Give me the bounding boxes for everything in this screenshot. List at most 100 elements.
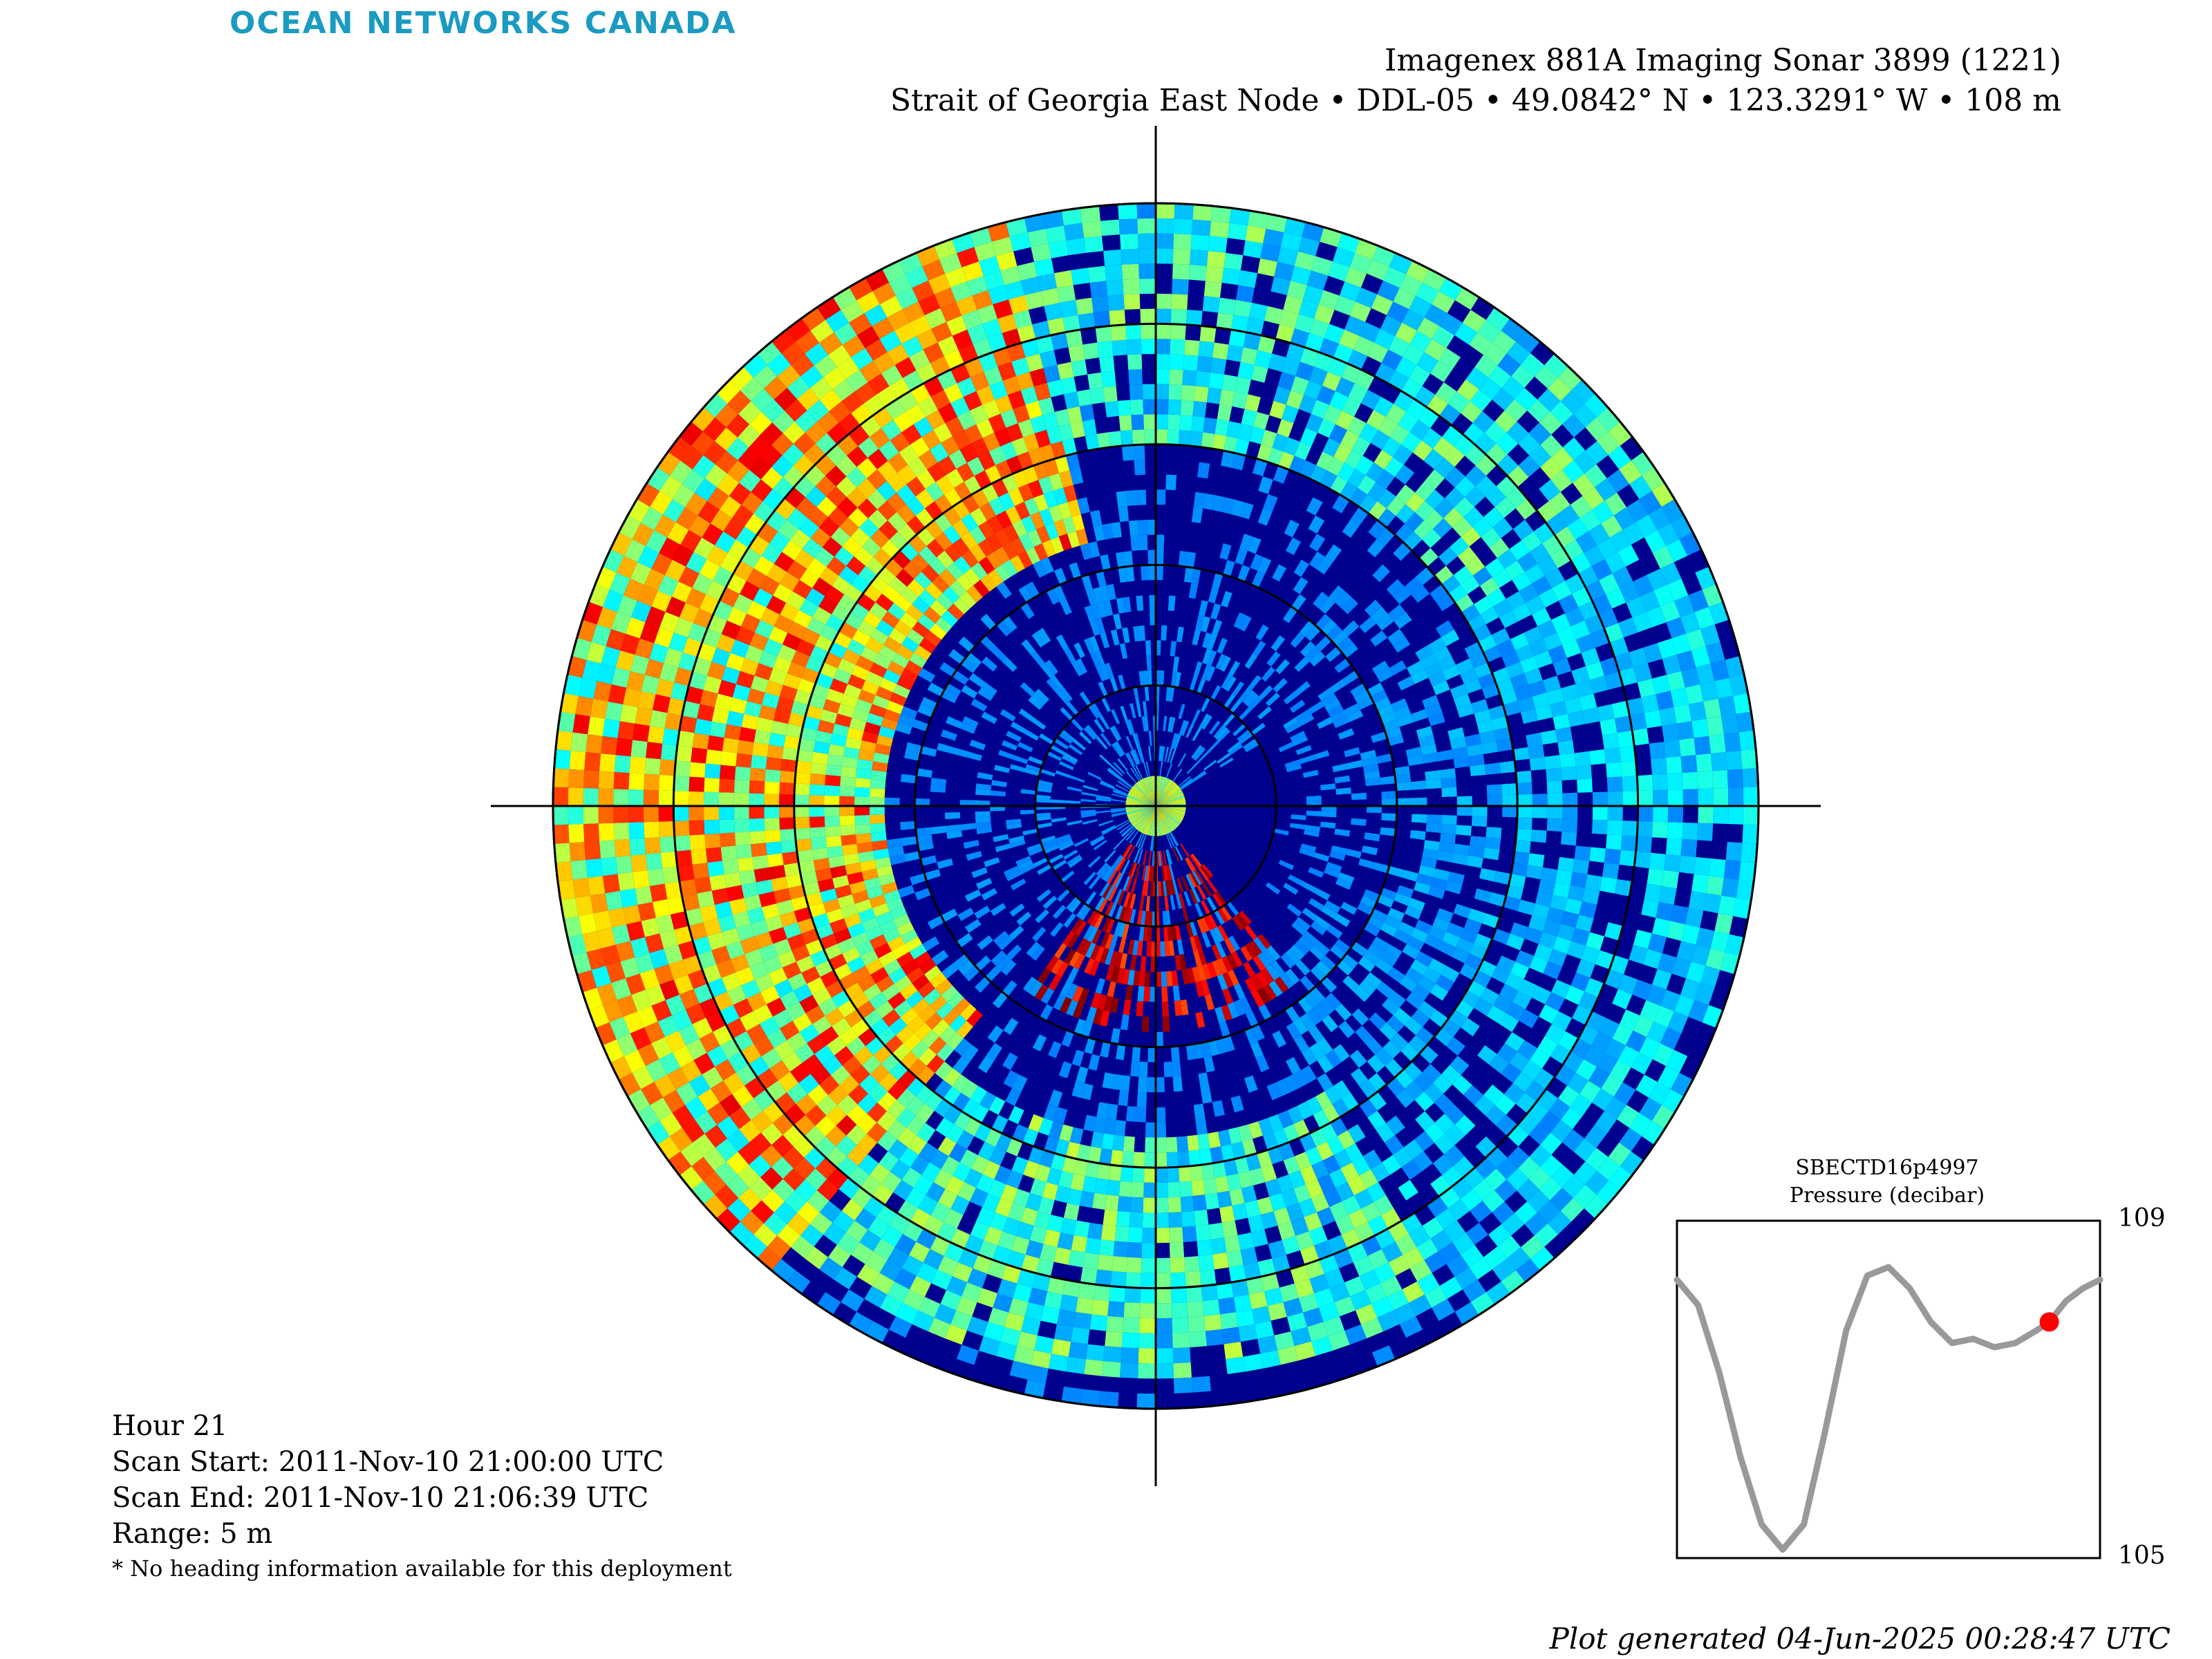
sonar-cell bbox=[787, 1082, 808, 1104]
sonar-cell bbox=[1728, 787, 1744, 806]
sonar-cell bbox=[743, 1234, 767, 1259]
sonar-cell bbox=[1334, 658, 1351, 673]
sonar-cell bbox=[1590, 675, 1609, 694]
sonar-cell bbox=[1435, 1208, 1457, 1230]
sonar-cell bbox=[1300, 641, 1316, 657]
sonar-cell bbox=[1620, 1151, 1644, 1176]
sonar-cell bbox=[1177, 753, 1187, 767]
sonar-cell bbox=[1736, 711, 1754, 733]
sonar-cell bbox=[1361, 845, 1378, 856]
sonar-cell bbox=[1454, 497, 1474, 518]
sonar-cell bbox=[1385, 944, 1403, 959]
sonar-cell bbox=[1313, 1240, 1333, 1260]
sonar-cell bbox=[950, 1310, 973, 1331]
sonar-cell bbox=[1467, 980, 1486, 998]
sonar-cell bbox=[1170, 802, 1186, 805]
sonar-cell bbox=[1423, 840, 1440, 851]
sonar-cell bbox=[1382, 1154, 1402, 1175]
sonar-cell bbox=[1271, 276, 1291, 295]
sonar-cell bbox=[809, 795, 825, 806]
sonar-cell bbox=[1344, 1143, 1363, 1163]
sonar-cell bbox=[850, 1065, 870, 1085]
sonar-cell bbox=[788, 885, 806, 900]
sonar-cell bbox=[1028, 847, 1044, 856]
sonar-cell bbox=[1375, 958, 1393, 975]
sonar-cell bbox=[1226, 953, 1238, 970]
sonar-cell bbox=[1501, 1270, 1526, 1294]
sonar-cell bbox=[749, 1177, 773, 1201]
sonar-cell bbox=[782, 1168, 805, 1191]
sonar-cell bbox=[1506, 421, 1529, 444]
sonar-cell bbox=[827, 1244, 851, 1268]
sonar-cell bbox=[957, 1344, 979, 1365]
sonar-cell bbox=[1156, 806, 1166, 818]
sonar-cell bbox=[1733, 693, 1752, 714]
sonar-cell bbox=[1195, 1224, 1211, 1241]
sonar-cell bbox=[1418, 1000, 1436, 1019]
sonar-cell bbox=[1380, 888, 1397, 901]
sonar-cell bbox=[1140, 956, 1147, 972]
sonar-cell bbox=[1409, 1226, 1431, 1247]
sonar-cell bbox=[1167, 849, 1173, 865]
sonar-cell bbox=[935, 979, 953, 995]
sonar-cell bbox=[639, 968, 660, 990]
sonar-cell bbox=[824, 816, 841, 827]
sonar-cell bbox=[1235, 1156, 1250, 1174]
sonar-cell bbox=[1240, 946, 1253, 962]
sonar-cell bbox=[1713, 806, 1729, 824]
sonar-cell bbox=[1025, 1192, 1042, 1212]
sonar-cell bbox=[1150, 881, 1154, 897]
sonar-cell bbox=[723, 1072, 744, 1094]
sonar-cell bbox=[1164, 780, 1174, 794]
sonar-cell bbox=[1674, 595, 1695, 617]
sonar-cell bbox=[1257, 952, 1271, 968]
sonar-cell bbox=[959, 1149, 978, 1169]
sonar-cell bbox=[1401, 870, 1419, 882]
sonar-cell bbox=[994, 1165, 1012, 1185]
sonar-cell bbox=[1109, 1286, 1126, 1302]
sonar-cell bbox=[1694, 983, 1715, 1005]
sonar-cell bbox=[1170, 807, 1186, 809]
sonar-cell bbox=[1131, 814, 1144, 825]
sonar-cell bbox=[1515, 840, 1531, 854]
sonar-cell bbox=[613, 823, 630, 841]
sonar-cell bbox=[1185, 874, 1194, 889]
sonar-cell bbox=[974, 1123, 992, 1142]
sonar-cell bbox=[715, 1184, 739, 1208]
sonar-cell bbox=[1417, 975, 1436, 993]
sonar-cell bbox=[823, 1222, 846, 1245]
sonar-cell bbox=[855, 768, 872, 779]
sonar-cell bbox=[1377, 1310, 1400, 1332]
sonar-cell bbox=[1496, 432, 1519, 455]
sonar-cell bbox=[1103, 1210, 1118, 1226]
sonar-cell bbox=[964, 919, 982, 933]
sonar-cell bbox=[1572, 474, 1595, 496]
sonar-cell bbox=[1393, 444, 1413, 465]
sonar-cell bbox=[1275, 1078, 1291, 1097]
sonar-cell bbox=[1584, 545, 1605, 567]
sonar-cell bbox=[1027, 1365, 1049, 1384]
sonar-cell bbox=[1160, 746, 1163, 762]
sonar-cell bbox=[1594, 478, 1618, 501]
sonar-cell bbox=[1284, 1074, 1300, 1093]
sonar-cell bbox=[1161, 820, 1168, 834]
sonar-cell bbox=[1156, 1228, 1170, 1244]
sonar-cell bbox=[1453, 1156, 1475, 1178]
sonar-cell bbox=[1237, 423, 1253, 442]
sonar-cell bbox=[1178, 551, 1188, 567]
sonar-cell bbox=[1743, 806, 1759, 825]
sonar-cell bbox=[886, 1100, 906, 1120]
sonar-cell bbox=[1295, 917, 1311, 931]
sonar-cell bbox=[1224, 938, 1236, 954]
sonar-cell bbox=[1324, 900, 1341, 914]
sonar-cell bbox=[1384, 1135, 1404, 1155]
sonar-cell bbox=[768, 967, 788, 986]
sonar-cell bbox=[722, 928, 740, 946]
sonar-cell bbox=[1034, 984, 1049, 1001]
sonar-cell bbox=[1686, 629, 1706, 650]
sonar-cell bbox=[919, 958, 937, 975]
sonar-cell bbox=[1506, 933, 1525, 950]
sonar-cell bbox=[953, 1056, 970, 1074]
sonar-cell bbox=[1257, 987, 1271, 1004]
sonar-cell bbox=[1107, 903, 1117, 919]
